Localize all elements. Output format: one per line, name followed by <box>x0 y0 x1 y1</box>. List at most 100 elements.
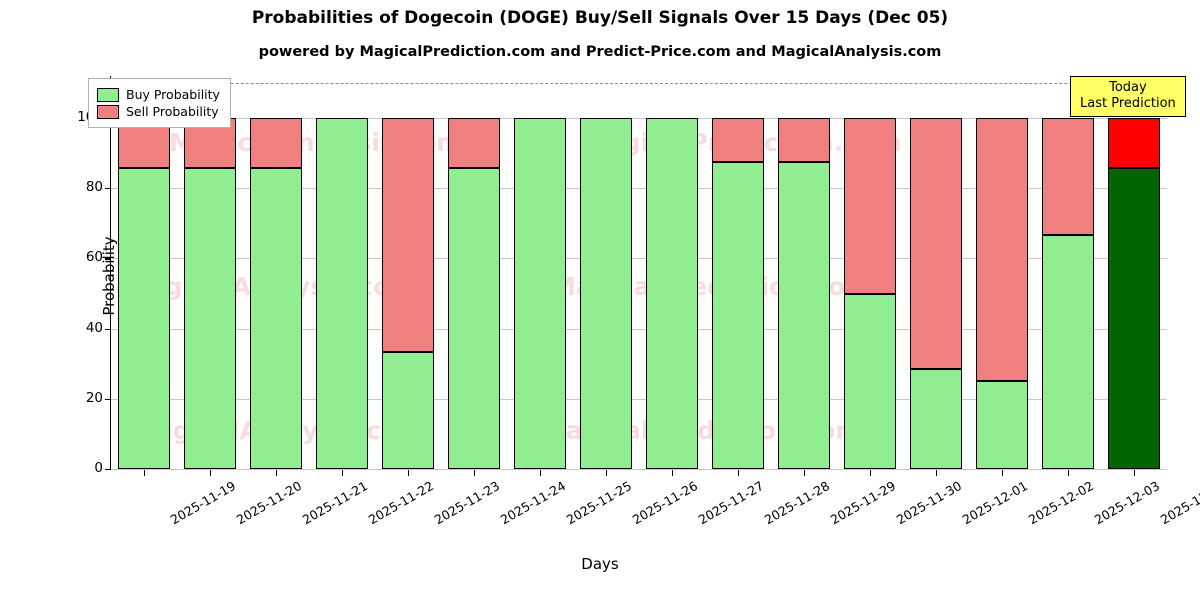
bar-group <box>447 76 501 469</box>
x-axis-tick-label: 2025-11-27 <box>695 478 767 528</box>
y-axis-tick-mark <box>105 188 111 190</box>
x-axis-tick-mark <box>474 470 476 476</box>
bar-group <box>975 76 1029 469</box>
x-axis-tick-mark <box>738 470 740 476</box>
bar-group <box>249 76 303 469</box>
bar-segment-buy <box>1107 168 1161 469</box>
bar-segment-sell <box>711 118 765 162</box>
bar-segment-buy <box>645 118 699 469</box>
y-gridline <box>111 328 1167 330</box>
bar-group <box>645 76 699 469</box>
y-axis-label: Probability <box>100 236 118 316</box>
bar-segment-sell <box>1107 118 1161 169</box>
chart-subtitle: powered by MagicalPrediction.com and Pre… <box>258 44 942 60</box>
x-axis-tick-label: 2025-11-26 <box>629 478 701 528</box>
y-axis-tick-mark <box>105 328 111 330</box>
bar-segment-buy <box>843 293 897 469</box>
bar-segment-sell <box>249 118 303 169</box>
y-axis-tick-mark <box>105 258 111 260</box>
x-axis-tick-mark <box>606 470 608 476</box>
y-gridline <box>111 398 1167 400</box>
bar-segment-buy <box>315 118 369 469</box>
x-axis-tick-mark <box>1134 470 1136 476</box>
y-axis-tick-label: 20 <box>85 389 103 406</box>
chart-title: Probabilities of Dogecoin (DOGE) Buy/Sel… <box>251 8 949 28</box>
x-axis-tick-label: 2025-12-04 <box>1157 478 1200 528</box>
bar-segment-buy <box>1041 234 1095 469</box>
bar-group <box>117 76 171 469</box>
bar-segment-sell <box>975 118 1029 382</box>
x-axis-tick-label: 2025-11-23 <box>431 478 503 528</box>
bar-group <box>1107 76 1161 469</box>
x-axis-tick-mark <box>870 470 872 476</box>
y-axis-tick-mark <box>105 398 111 400</box>
legend-label-buy: Buy Probability <box>126 87 220 102</box>
legend-item-buy: Buy Probability <box>97 87 220 102</box>
x-axis-tick-label: 2025-11-19 <box>167 478 239 528</box>
legend-item-sell: Sell Probability <box>97 104 220 119</box>
y-gridline <box>111 258 1167 260</box>
x-axis-tick-label: 2025-11-22 <box>365 478 437 528</box>
x-axis-tick-mark <box>342 470 344 476</box>
x-axis-tick-label: 2025-11-30 <box>893 478 965 528</box>
bar-segment-buy <box>909 368 963 469</box>
x-axis-tick-label: 2025-11-21 <box>299 478 371 528</box>
bar-segment-buy <box>513 118 567 469</box>
x-axis-tick-mark <box>804 470 806 476</box>
bar-segment-sell <box>777 118 831 162</box>
bar-segment-sell <box>381 118 435 353</box>
bar-group <box>381 76 435 469</box>
x-axis-tick-mark <box>144 470 146 476</box>
reference-line <box>111 83 1167 85</box>
bar-segment-sell <box>447 118 501 169</box>
x-axis-tick-mark <box>1068 470 1070 476</box>
plot-inner: MagicalAnalysis.comMagicalPrediction.com… <box>111 76 1167 470</box>
bar-segment-buy <box>975 381 1029 469</box>
y-axis-tick-label: 0 <box>94 460 103 476</box>
x-axis-tick-mark <box>210 470 212 476</box>
bar-segment-buy <box>381 352 435 469</box>
y-axis-tick-label: 40 <box>85 319 103 336</box>
bar-segment-buy <box>117 168 171 469</box>
x-axis-tick-mark <box>936 470 938 476</box>
legend-swatch-buy-icon <box>97 87 119 102</box>
x-axis-tick-label: 2025-12-03 <box>1091 478 1163 528</box>
bar-segment-buy <box>447 168 501 469</box>
x-axis-tick-mark <box>540 470 542 476</box>
bar-segment-sell <box>909 118 963 369</box>
bar-segment-buy <box>777 161 831 469</box>
today-annotation: Today Last Prediction <box>1070 76 1186 117</box>
x-axis-tick-label: 2025-11-24 <box>497 478 569 528</box>
x-axis-tick-mark <box>1002 470 1004 476</box>
bar-group <box>1041 76 1095 469</box>
x-axis-tick-label: 2025-12-02 <box>1025 478 1097 528</box>
chart-legend: Buy Probability Sell Probability <box>88 78 231 128</box>
legend-swatch-sell-icon <box>97 104 119 119</box>
x-axis-tick-label: 2025-11-20 <box>233 478 305 528</box>
x-axis-tick-label: 2025-11-29 <box>827 478 899 528</box>
today-annotation-line2: Last Prediction <box>1080 95 1176 111</box>
bar-group <box>711 76 765 469</box>
plot-area: MagicalAnalysis.comMagicalPrediction.com… <box>77 76 1200 527</box>
today-annotation-line1: Today <box>1109 80 1147 95</box>
bar-group <box>843 76 897 469</box>
x-axis-tick-label: 2025-12-01 <box>959 478 1031 528</box>
bar-group <box>183 76 237 469</box>
legend-label-sell: Sell Probability <box>126 104 219 119</box>
x-axis-label: Days <box>581 555 619 573</box>
y-axis-tick-label: 80 <box>85 179 103 196</box>
bar-group <box>513 76 567 469</box>
y-gridline <box>111 118 1167 120</box>
bar-group <box>579 76 633 469</box>
y-axis-tick-label: 60 <box>85 249 103 266</box>
bar-segment-sell <box>843 118 897 294</box>
bar-segment-buy <box>183 168 237 469</box>
bar-segment-sell <box>1041 118 1095 235</box>
bar-group <box>777 76 831 469</box>
y-gridline <box>111 188 1167 190</box>
bar-group <box>909 76 963 469</box>
bar-segment-buy <box>249 168 303 469</box>
bar-group <box>315 76 369 469</box>
x-axis-tick-mark <box>408 470 410 476</box>
x-axis-tick-label: 2025-11-25 <box>563 478 635 528</box>
